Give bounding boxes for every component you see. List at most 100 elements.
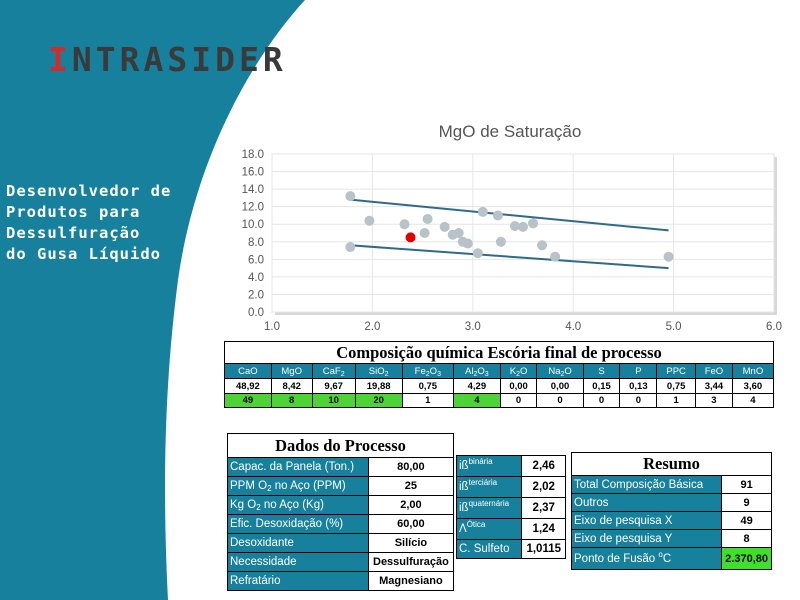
tagline-line: Desenvolvedor de [6,182,172,200]
composition-rounded-cell: 10 [311,393,356,408]
data-point [537,240,548,251]
composition-header-cell: MnO [731,363,775,379]
header-text: O [564,365,572,377]
data-point [528,218,539,229]
y-tick-label: 10.0 [242,219,264,231]
data-point [345,242,356,253]
x-tick-label: 3.0 [465,321,481,333]
composition-value-cell: 0,75 [401,378,455,394]
data-point [399,219,410,230]
label-superscript: quaternária [468,499,510,508]
brand-first-letter: I [48,40,72,79]
data-point [472,248,483,259]
tagline-line: Produtos para [6,203,141,221]
composition-rounded-cell: 1 [401,393,455,408]
composition-header-cell: Al2O3 [453,363,501,379]
composition-rounded-cell: 8 [270,393,313,408]
basicity-row: ißterciária 2,02 [455,476,566,498]
process-row: Kg O2 no Aço (Kg) 2,00 [227,495,455,515]
chart-axes: 0.0 2.0 4.0 6.0 8.0 10.0 12.0 14.0 16.0 18.0 1.0 2.… [242,149,782,333]
y-tick-label: 8.0 [248,237,264,249]
chart-title: MgO de Saturação [439,122,582,141]
tagline: Desenvolvedor de Produtos para Dessulfur… [6,181,206,265]
composition-rounded-cell: 0 [619,393,658,408]
label-symbol: iß [459,460,469,472]
header-text: O [519,365,528,377]
summary-row: Eixo de pesquisa Y 8 [570,529,772,548]
plot-area [271,153,775,313]
y-tick-label: 16.0 [242,167,264,179]
data-point [509,220,520,231]
y-tick-label: 14.0 [242,184,264,196]
process-row: PPM O2 no Aço (PPM) 25 [227,476,455,496]
process-label: Refratário [227,571,369,591]
data-point [477,206,488,217]
composition-value-cell: 3,60 [731,378,775,394]
basicity-row: ißquaternária 2,37 [455,497,566,519]
summary-title: Resumo [571,452,772,476]
composition-header-cell: Fe2O3 [401,363,455,379]
chart-grid [271,153,777,315]
header-subscript: 2 [473,370,478,378]
summary-row: Total Composição Básica 91 [570,475,772,494]
composition-table: Composição química Escória final de proc… [224,341,775,408]
header-subscript: 2 [425,370,430,378]
x-tick-label: 1.0 [264,321,280,333]
header-text: O [477,365,485,377]
chart-points [345,191,674,262]
process-value: 60,00 [367,514,455,534]
composition-header-cell: K2O [499,363,538,379]
label-part: Kg O [230,499,257,511]
data-point [453,228,464,238]
label-part: PPM O [230,480,268,492]
label-superscript: binária [468,457,493,466]
header-subscript: 2 [384,370,389,378]
summary-row: Outros 9 [570,493,772,512]
header-text: O [429,365,438,377]
process-value: 80,00 [367,457,455,477]
data-point [439,221,450,232]
data-point [518,221,528,232]
composition-value-cell: 4,29 [453,378,501,394]
summary-label: Eixo de pesquisa X [570,511,723,530]
header-text: CaO [238,365,258,377]
summary-row-melting-point: Ponto de Fusão oC 2.370,80 [570,547,772,570]
trend-line [350,198,669,232]
data-point [663,251,674,262]
header-text: P [635,365,642,377]
composition-rounded-cell: 3 [695,393,733,408]
summary-label: Total Composição Básica [570,475,723,494]
process-label: Necessidade [227,552,369,572]
composition-value-cell: 0,13 [619,378,658,394]
composition-header-cell: S [582,363,621,379]
header-text: FeO [704,365,724,377]
label-part: no Aço (PPM) [271,480,346,492]
composition-value-cell: 0,15 [582,378,621,394]
summary-value: 49 [721,511,772,530]
process-label: Efic. Desoxidação (%) [227,514,369,534]
composition-header-cell: CaO [224,363,272,379]
process-value: 25 [367,476,455,496]
composition-rounded-cell: 4 [731,393,775,408]
basicity-row: C. Sulfeto 1,0115 [455,539,566,559]
data-point [364,215,375,226]
summary-value: 8 [721,529,772,548]
composition-value-cell: 9,67 [311,378,356,394]
label-symbol: iß [459,502,469,514]
process-label: Capac. da Panela (Ton.) [227,457,369,477]
trend-line [350,244,669,270]
composition-header-cell: Na2O [536,363,584,379]
basicity-label: ißbinária [455,455,523,477]
basicity-value: 2,37 [521,497,566,519]
header-text: MgO [281,365,302,377]
header-text: Al [465,365,474,377]
basicity-value: 1,24 [521,518,566,540]
composition-title: Composição química Escória final de proc… [224,341,774,364]
melting-point-value: 2.370,80 [721,547,772,570]
basicity-label: ΛÓtica [455,518,523,540]
header-text: MnO [742,365,764,377]
composition-values-row: 48,92 8,42 9,67 19,88 0,75 4,29 0,00 0,00 0,15 0,… [224,378,775,394]
label-part: C [662,552,672,565]
basicity-label: ißquaternária [455,497,523,519]
